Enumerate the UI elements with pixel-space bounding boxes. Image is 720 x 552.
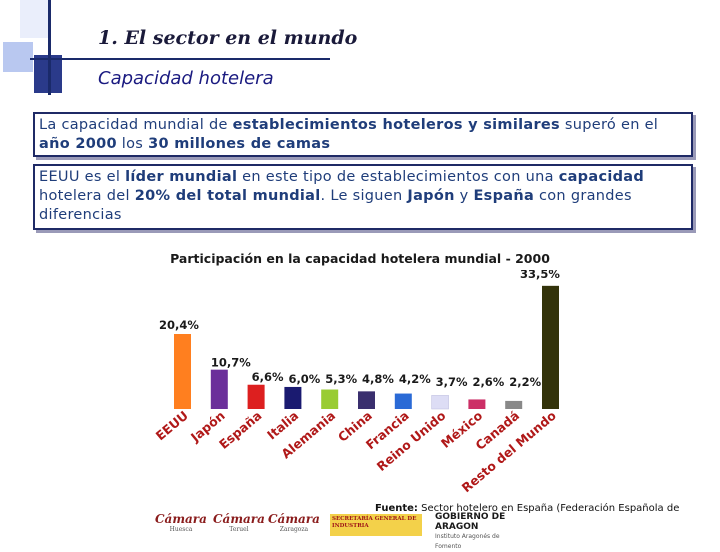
value-label-reino-unido: 3,7% [436, 375, 468, 389]
info-box-leader: EEUU es el líder mundial en este tipo de… [33, 164, 693, 230]
value-label-canada: 2,2% [509, 375, 541, 389]
bar-mexico [468, 399, 486, 409]
camara-zaragoza-logo: Cámara Zaragoza [268, 512, 320, 533]
value-label-japon: 10,7% [211, 356, 251, 370]
bar-francia [394, 393, 412, 409]
value-label-alemania: 5,3% [325, 372, 357, 386]
corner-square-2 [20, 0, 48, 38]
vertical-line [48, 0, 51, 95]
horizontal-line [30, 58, 330, 60]
value-label-china: 4,8% [362, 372, 394, 386]
page-subtitle: Capacidad hotelera [98, 68, 274, 89]
bar-eeuu [174, 334, 191, 409]
category-label-eeuu: EEUU [153, 408, 191, 444]
value-label-eeuu: 20,4% [159, 318, 199, 332]
bar-china [358, 391, 375, 409]
ministerio-logo: SECRETARÍA GENERAL DE INDUSTRIA [330, 514, 422, 536]
camara-teruel-logo: Cámara Teruel [213, 512, 265, 533]
value-label-francia: 4,2% [399, 372, 431, 386]
value-label-espana: 6,6% [252, 370, 284, 384]
chart-title: Participación en la capacidad hotelera m… [170, 251, 550, 266]
info-box-total-capacity: La capacidad mundial de establecimientos… [33, 112, 693, 157]
bar-reino-unido [431, 395, 449, 410]
bar-italia [284, 386, 302, 409]
bar-alemania [321, 389, 339, 409]
value-label-resto-del-mundo: 33,5% [520, 270, 560, 281]
page-title: 1. El sector en el mundo [98, 27, 358, 49]
corner-square-1 [3, 42, 33, 72]
bar-resto-del-mundo [542, 285, 559, 409]
bar-chart: 20,4%EEUU10,7%Japón6,6%España6,0%Italia5… [153, 270, 561, 495]
gobierno-aragon-logo: GOBIERNO DE ARAGON Instituto Aragonés de … [435, 512, 506, 550]
value-label-italia: 6,0% [288, 372, 320, 386]
value-label-mexico: 2,6% [472, 375, 504, 389]
source-note: Fuente: Sector hotelero en España (Feder… [375, 503, 680, 525]
camara-huesca-logo: Cámara Huesca [155, 512, 207, 533]
bar-canada [505, 400, 523, 409]
bar-japon [210, 369, 228, 409]
bar-espana [247, 384, 265, 409]
